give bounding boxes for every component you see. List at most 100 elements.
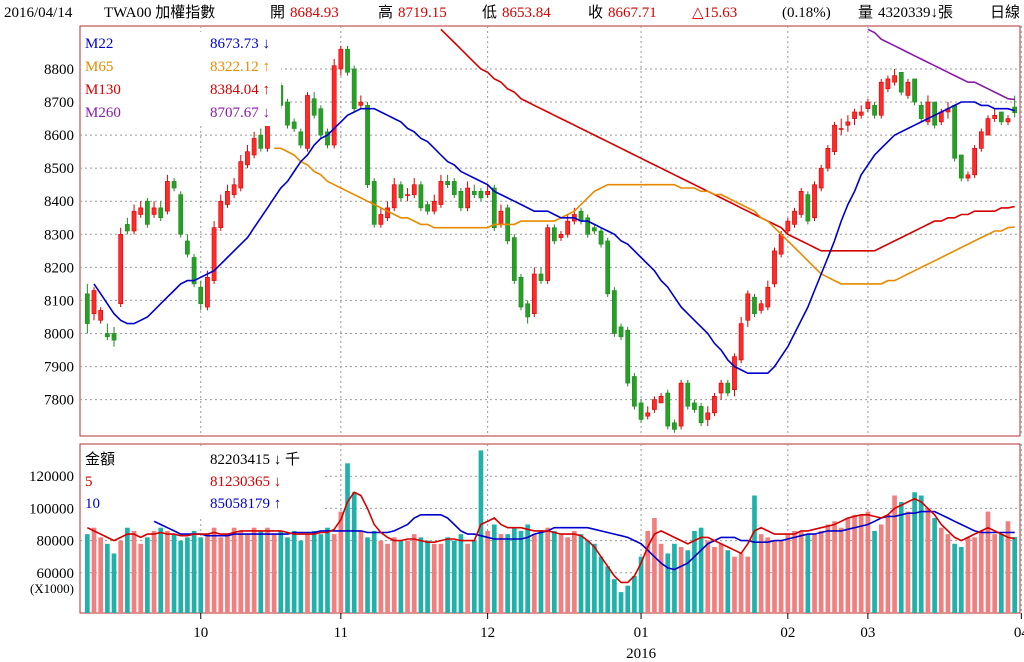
volume-bar bbox=[652, 518, 657, 613]
volume-bar bbox=[378, 540, 384, 613]
volume-bar bbox=[105, 543, 110, 613]
month-tick-label: 03 bbox=[860, 625, 875, 641]
candle-body bbox=[785, 220, 791, 232]
volume-bar bbox=[445, 537, 450, 613]
quote-symbol: TWA00 加權指數 bbox=[104, 5, 216, 21]
candle-body bbox=[258, 134, 264, 149]
volume-bar bbox=[518, 530, 524, 613]
volume-bar bbox=[645, 530, 651, 613]
volume-bar bbox=[798, 530, 804, 613]
low-label: 低 bbox=[482, 5, 498, 21]
volume-bar bbox=[632, 575, 637, 613]
volume-bar bbox=[91, 527, 97, 613]
volume-bar bbox=[805, 534, 811, 613]
month-tick-label: 02 bbox=[780, 625, 795, 641]
candle-body bbox=[772, 250, 777, 285]
volume-unit-label: (X1000) bbox=[30, 581, 74, 596]
candle-body bbox=[145, 200, 150, 225]
candle-body bbox=[725, 382, 731, 394]
candle-body bbox=[445, 181, 450, 186]
volume-bar bbox=[198, 537, 204, 613]
candle-body bbox=[491, 187, 497, 228]
candle-body bbox=[838, 128, 844, 130]
candle-body bbox=[511, 237, 517, 281]
candle-body bbox=[98, 310, 104, 321]
volume-bar bbox=[165, 530, 170, 613]
volume-bar bbox=[938, 527, 944, 613]
candle-body bbox=[885, 78, 891, 90]
volume-bar bbox=[318, 534, 324, 613]
volume-bar bbox=[278, 530, 284, 613]
ma-legend-value: 8384.04 ↑ bbox=[210, 82, 270, 98]
price-tick-label: 7900 bbox=[44, 360, 74, 376]
volume-bar bbox=[298, 540, 304, 613]
candle-body bbox=[932, 101, 937, 126]
volume-bar bbox=[692, 530, 697, 613]
candle-body bbox=[158, 207, 164, 219]
volume-bar bbox=[331, 534, 337, 613]
price-tick-label: 8400 bbox=[44, 194, 74, 210]
volume-bar bbox=[98, 537, 104, 613]
month-tick-label: 11 bbox=[334, 625, 348, 641]
candle-body bbox=[1005, 118, 1011, 123]
volume-bar bbox=[918, 495, 924, 613]
volume-bar bbox=[738, 553, 744, 613]
volume-bar bbox=[438, 543, 444, 613]
volume-tick-label: 60000 bbox=[37, 566, 75, 582]
ma-legend-name: M130 bbox=[85, 82, 121, 98]
volume-bar bbox=[852, 514, 857, 613]
candle-body bbox=[765, 286, 771, 308]
candle-body bbox=[538, 273, 544, 281]
candle-body bbox=[892, 75, 897, 83]
candle-body bbox=[345, 48, 350, 73]
volume-bar bbox=[758, 534, 764, 613]
volume-bar bbox=[1005, 521, 1011, 613]
candle-body bbox=[485, 191, 490, 195]
candle-body bbox=[311, 98, 317, 116]
volume-bar bbox=[685, 550, 691, 613]
volume-bar bbox=[925, 508, 931, 613]
candle-body bbox=[692, 402, 697, 410]
candle-body bbox=[978, 131, 984, 149]
time-axis: 10 11 12 01 02 03 04 2016 bbox=[193, 613, 1024, 662]
volume-bar bbox=[838, 527, 844, 613]
volume-bar bbox=[205, 534, 210, 613]
volume-bar bbox=[465, 543, 470, 613]
volume-bar bbox=[345, 463, 350, 613]
volume-bar bbox=[558, 534, 564, 613]
candle-body bbox=[992, 114, 998, 119]
open-value: 8684.93 bbox=[290, 5, 339, 21]
candle-body bbox=[858, 111, 864, 116]
candle-body bbox=[198, 286, 204, 305]
candle-body bbox=[965, 174, 971, 179]
candle-body bbox=[451, 181, 457, 195]
volume-bar bbox=[425, 540, 430, 613]
high-label: 高 bbox=[378, 5, 394, 21]
candle-body bbox=[898, 71, 904, 93]
volume-bar bbox=[932, 518, 937, 613]
volume-bar bbox=[511, 527, 517, 613]
volume-bar bbox=[972, 537, 977, 613]
candle-body bbox=[218, 200, 224, 228]
candle-body bbox=[605, 240, 611, 295]
candle-body bbox=[478, 191, 484, 199]
month-tick-label: 01 bbox=[634, 625, 649, 641]
volume-bar bbox=[912, 492, 917, 613]
ma260-line bbox=[867, 28, 1015, 101]
candle-body bbox=[371, 181, 377, 225]
candle-body bbox=[618, 326, 624, 338]
candle-body bbox=[151, 207, 157, 215]
ma-legend-value: 8322.12 ↑ bbox=[210, 59, 270, 75]
volume-bar bbox=[351, 492, 357, 613]
candle-body bbox=[985, 118, 991, 136]
candle-body bbox=[338, 48, 344, 70]
volume-bar bbox=[458, 534, 464, 613]
candle-body bbox=[792, 210, 797, 225]
candle-body bbox=[732, 356, 737, 391]
volume-legend-box bbox=[81, 448, 323, 516]
volume-bar bbox=[885, 514, 891, 613]
volume-bar bbox=[958, 547, 964, 613]
open-label: 開 bbox=[270, 5, 286, 21]
price-tick-label: 8300 bbox=[44, 227, 74, 243]
